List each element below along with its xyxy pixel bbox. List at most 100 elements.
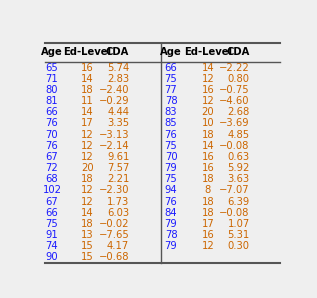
Text: 68: 68	[46, 174, 58, 184]
Text: 4.17: 4.17	[107, 241, 129, 251]
Text: 18: 18	[202, 208, 214, 218]
Text: 70: 70	[46, 130, 58, 140]
Text: 76: 76	[165, 130, 178, 140]
Text: 78: 78	[165, 230, 178, 240]
Text: 18: 18	[81, 85, 94, 95]
Text: 76: 76	[46, 119, 58, 128]
Text: Ed-Level: Ed-Level	[63, 47, 112, 57]
Text: 12: 12	[81, 185, 94, 195]
Text: Age: Age	[160, 47, 182, 57]
Text: 67: 67	[46, 152, 58, 162]
Text: 16: 16	[202, 230, 214, 240]
Text: 16: 16	[202, 85, 214, 95]
Text: 67: 67	[46, 197, 58, 207]
Text: 17: 17	[202, 219, 214, 229]
Text: 72: 72	[46, 163, 58, 173]
Text: 18: 18	[202, 197, 214, 207]
Text: 79: 79	[165, 241, 178, 251]
Text: 12: 12	[81, 141, 94, 151]
Text: −7.65: −7.65	[99, 230, 129, 240]
Text: 12: 12	[81, 130, 94, 140]
Text: Age: Age	[41, 47, 63, 57]
Text: 81: 81	[46, 96, 58, 106]
Text: 0.63: 0.63	[228, 152, 250, 162]
Text: 12: 12	[202, 241, 214, 251]
Text: 18: 18	[202, 130, 214, 140]
Text: 16: 16	[81, 63, 94, 73]
Text: −0.68: −0.68	[99, 252, 129, 262]
Text: 78: 78	[165, 96, 178, 106]
Text: 94: 94	[165, 185, 178, 195]
Text: 5.31: 5.31	[227, 230, 250, 240]
Text: 75: 75	[165, 174, 178, 184]
Text: −0.75: −0.75	[219, 85, 250, 95]
Text: −2.30: −2.30	[99, 185, 129, 195]
Text: 2.83: 2.83	[107, 74, 129, 84]
Text: 79: 79	[165, 163, 178, 173]
Text: −2.22: −2.22	[219, 63, 250, 73]
Text: 12: 12	[202, 96, 214, 106]
Text: Ed-Level: Ed-Level	[184, 47, 232, 57]
Text: 17: 17	[81, 119, 94, 128]
Text: −0.29: −0.29	[99, 96, 129, 106]
Text: 83: 83	[165, 107, 177, 117]
Text: 14: 14	[202, 63, 214, 73]
Text: 14: 14	[81, 107, 94, 117]
Text: 18: 18	[202, 174, 214, 184]
Text: 66: 66	[46, 208, 58, 218]
Text: 6.03: 6.03	[107, 208, 129, 218]
Text: 9.61: 9.61	[107, 152, 129, 162]
Text: −0.08: −0.08	[219, 208, 250, 218]
Text: 80: 80	[46, 85, 58, 95]
Text: 5.74: 5.74	[107, 63, 129, 73]
Text: 91: 91	[46, 230, 58, 240]
Text: 76: 76	[165, 197, 178, 207]
Text: 14: 14	[202, 141, 214, 151]
Text: 7.57: 7.57	[107, 163, 129, 173]
Text: 1.07: 1.07	[227, 219, 250, 229]
Text: 16: 16	[202, 152, 214, 162]
Text: 18: 18	[81, 219, 94, 229]
Text: 1.73: 1.73	[107, 197, 129, 207]
Text: 75: 75	[46, 219, 58, 229]
Text: 102: 102	[42, 185, 61, 195]
Text: 8: 8	[205, 185, 211, 195]
Text: 79: 79	[165, 219, 178, 229]
Text: −0.02: −0.02	[99, 219, 129, 229]
Text: 70: 70	[165, 152, 178, 162]
Text: 2.21: 2.21	[107, 174, 129, 184]
Text: 15: 15	[81, 252, 94, 262]
Text: 12: 12	[202, 74, 214, 84]
Text: 4.44: 4.44	[107, 107, 129, 117]
Text: 12: 12	[81, 152, 94, 162]
Text: −0.08: −0.08	[219, 141, 250, 151]
Text: 13: 13	[81, 230, 94, 240]
Text: 3.63: 3.63	[228, 174, 250, 184]
Text: CDA: CDA	[226, 47, 250, 57]
Text: 10: 10	[202, 119, 214, 128]
Text: 15: 15	[81, 241, 94, 251]
Text: 75: 75	[165, 74, 178, 84]
Text: 71: 71	[46, 74, 58, 84]
Text: 11: 11	[81, 96, 94, 106]
Text: 66: 66	[165, 63, 178, 73]
Text: 2.68: 2.68	[227, 107, 250, 117]
Text: 3.35: 3.35	[107, 119, 129, 128]
Text: 85: 85	[165, 119, 178, 128]
Text: 20: 20	[81, 163, 94, 173]
Text: 74: 74	[46, 241, 58, 251]
Text: 0.80: 0.80	[228, 74, 250, 84]
Text: 77: 77	[165, 85, 178, 95]
Text: 66: 66	[46, 107, 58, 117]
Text: −3.13: −3.13	[99, 130, 129, 140]
Text: 20: 20	[202, 107, 214, 117]
Text: −3.69: −3.69	[219, 119, 250, 128]
Text: 12: 12	[81, 197, 94, 207]
Text: 0.30: 0.30	[228, 241, 250, 251]
Text: −4.60: −4.60	[219, 96, 250, 106]
Text: 16: 16	[202, 163, 214, 173]
Text: −7.07: −7.07	[219, 185, 250, 195]
Text: 14: 14	[81, 74, 94, 84]
Text: 76: 76	[46, 141, 58, 151]
Text: 75: 75	[165, 141, 178, 151]
